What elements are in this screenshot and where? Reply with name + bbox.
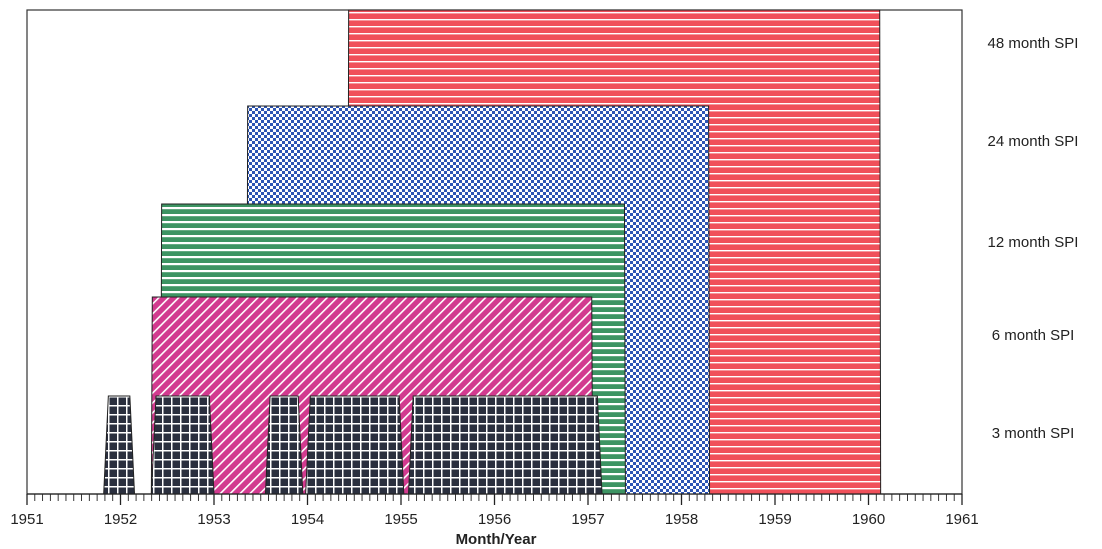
drought-period-3mo-5 [407, 395, 603, 495]
series-label-24mo: 24 month SPI [988, 133, 1079, 150]
x-tick-label-1955: 1955 [384, 511, 417, 528]
x-tick-label-1958: 1958 [665, 511, 698, 528]
x-tick-label-1956: 1956 [478, 511, 511, 528]
x-tick-label-1961: 1961 [945, 511, 978, 528]
x-tick-label-1951: 1951 [10, 511, 43, 528]
x-tick-label-1960: 1960 [852, 511, 885, 528]
x-axis: 1951 1952 1953 1954 1955 1956 1957 1958 1959 1960… [10, 493, 979, 528]
x-tick-label-1959: 1959 [758, 511, 791, 528]
drought-period-3mo-4 [305, 395, 405, 495]
drought-period-3mo-2 [150, 395, 215, 495]
series-label-12mo: 12 month SPI [988, 234, 1079, 251]
series-layer [103, 9, 882, 495]
series-label-48mo: 48 month SPI [988, 35, 1079, 52]
series-label-6mo: 6 month SPI [992, 327, 1075, 344]
series-label-3mo: 3 month SPI [992, 425, 1075, 442]
x-tick-label-1954: 1954 [291, 511, 324, 528]
x-tick-label-1957: 1957 [571, 511, 604, 528]
drought-period-3mo-1 [103, 395, 136, 495]
x-tick-label-1953: 1953 [197, 511, 230, 528]
x-tick-label-1952: 1952 [104, 511, 137, 528]
drought-period-3mo-3 [264, 395, 304, 495]
x-axis-title: Month/Year [456, 531, 537, 548]
series-label-layer: 48 month SPI 24 month SPI 12 month SPI 6 mo… [988, 35, 1079, 442]
